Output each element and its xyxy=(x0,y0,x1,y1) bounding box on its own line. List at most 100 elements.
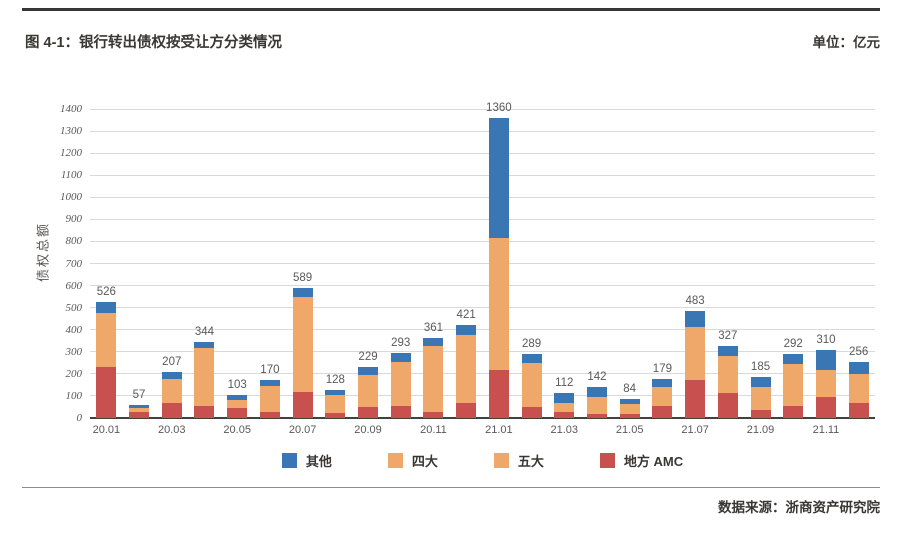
bar-segment-四大+五大(同色,合计) xyxy=(456,335,477,403)
bar-value-label: 170 xyxy=(260,364,280,377)
bar-value-label: 57 xyxy=(132,389,146,402)
legend-label: 其他 xyxy=(305,453,332,469)
bar-segment-地方AMC xyxy=(652,406,673,418)
bar-segment-其他 xyxy=(194,342,215,349)
legend-item: 其他 xyxy=(281,451,332,470)
bar-segment-地方AMC xyxy=(390,406,411,418)
bar-segment-四大+五大(同色,合计) xyxy=(619,403,640,415)
bar-segment-地方AMC xyxy=(194,406,215,418)
x-tick-label: 20.07 xyxy=(288,424,317,436)
bar-segment-其他 xyxy=(325,389,346,396)
gridline xyxy=(90,307,875,309)
bar-segment-地方AMC xyxy=(783,405,804,418)
bar-segment-地方AMC xyxy=(488,370,509,418)
y-tick-label: 1100 xyxy=(60,169,82,182)
bar-value-label: 361 xyxy=(423,322,444,335)
bar-segment-四大+五大(同色,合计) xyxy=(521,362,542,407)
bar-segment-四大+五大(同色,合计) xyxy=(292,296,313,392)
bar-segment-其他 xyxy=(227,395,248,400)
bar-segment-地方AMC xyxy=(96,366,117,418)
bar-segment-其他 xyxy=(717,345,738,357)
legend-item: 地方 AMC xyxy=(599,451,684,470)
x-axis-line xyxy=(90,417,875,419)
y-tick-label: 200 xyxy=(65,367,83,380)
bar-segment-四大+五大(同色,合计) xyxy=(783,363,804,406)
y-tick-label: 500 xyxy=(65,301,83,314)
x-tick-label: 20.03 xyxy=(158,424,186,436)
bar-value-label: 289 xyxy=(521,338,542,351)
legend-label: 地方 AMC xyxy=(623,453,684,469)
bar-segment-四大+五大(同色,合计) xyxy=(815,370,836,397)
x-tick-label: 21.03 xyxy=(550,424,579,436)
bar-segment-四大+五大(同色,合计) xyxy=(390,362,411,407)
y-tick-label: 900 xyxy=(65,213,83,226)
gridline xyxy=(90,373,875,375)
stacked-bar-chart: 债权总额 0 100 200 300 400 500 600 700 800 900 1000 110… xyxy=(36,101,875,470)
bar-segment-四大+五大(同色,合计) xyxy=(488,238,509,371)
bar-segment-四大+五大(同色,合计) xyxy=(96,312,117,367)
legend-swatch xyxy=(599,452,615,468)
bar-segment-其他 xyxy=(488,117,509,239)
bar-value-label: 483 xyxy=(685,295,705,308)
gridline xyxy=(90,329,875,331)
bar-segment-四大+五大(同色,合计) xyxy=(259,386,280,412)
bar-segment-四大+五大(同色,合计) xyxy=(848,374,869,403)
y-tick-label: 600 xyxy=(65,279,83,292)
x-tick-label: 21.05 xyxy=(615,424,644,436)
bar-segment-地方AMC xyxy=(259,411,280,418)
gridline xyxy=(90,152,875,154)
bar-value-label: 256 xyxy=(849,345,869,358)
bar-segment-其他 xyxy=(259,380,280,386)
bar-segment-其他 xyxy=(129,405,150,408)
bar-segment-四大+五大(同色,合计) xyxy=(652,387,673,407)
gridline xyxy=(90,174,875,176)
bar-segment-地方AMC xyxy=(848,402,869,418)
bar-value-label: 526 xyxy=(96,285,116,298)
bar-value-label: 327 xyxy=(718,329,738,342)
legend-swatch xyxy=(493,452,509,468)
y-tick-label: 800 xyxy=(65,235,83,248)
y-tick-label: 100 xyxy=(65,389,83,402)
figure-title: 图 4-1：银行转出债权按受让方分类情况 xyxy=(25,35,282,51)
x-tick-label: 20.01 xyxy=(92,424,121,436)
bar-segment-其他 xyxy=(456,325,477,336)
bar-segment-地方AMC xyxy=(750,410,771,418)
bar-segment-其他 xyxy=(815,349,836,371)
bar-value-label: 185 xyxy=(750,361,771,374)
bar-segment-四大+五大(同色,合计) xyxy=(194,348,215,407)
bar-segment-其他 xyxy=(554,393,575,404)
x-tick-label: 21.01 xyxy=(485,424,513,436)
bar-segment-四大+五大(同色,合计) xyxy=(685,326,706,381)
bar-segment-四大+五大(同色,合计) xyxy=(325,395,346,413)
bar-segment-四大+五大(同色,合计) xyxy=(358,374,379,407)
x-tick-label: 21.11 xyxy=(812,424,840,436)
x-tick-label: 21.07 xyxy=(681,424,709,436)
bar-segment-地方AMC xyxy=(129,412,150,418)
bar-segment-其他 xyxy=(586,386,607,398)
bar-segment-四大+五大(同色,合计) xyxy=(750,386,771,411)
chart-legend: 其他 四大 五大 地方 AMC xyxy=(90,450,875,470)
bar-segment-其他 xyxy=(685,311,706,327)
bar-segment-其他 xyxy=(750,377,771,387)
bar-segment-其他 xyxy=(161,372,182,379)
bar-value-label: 292 xyxy=(783,337,803,350)
y-tick-label: 400 xyxy=(65,323,83,336)
bar-segment-地方AMC xyxy=(358,406,379,418)
bar-segment-四大+五大(同色,合计) xyxy=(227,399,248,409)
bar-value-label: 1360 xyxy=(486,101,512,114)
bar-value-label: 84 xyxy=(623,383,637,396)
bar-segment-四大+五大(同色,合计) xyxy=(161,378,182,403)
x-tick-label: 20.11 xyxy=(420,424,447,436)
gridline xyxy=(90,130,875,132)
unit-label: 单位：亿元 xyxy=(812,35,881,50)
x-tick-label: 20.05 xyxy=(223,424,251,436)
y-tick-label: 1200 xyxy=(60,147,82,160)
bar-segment-其他 xyxy=(652,378,673,388)
bar-segment-地方AMC xyxy=(554,412,575,418)
gridline xyxy=(90,240,875,242)
bar-segment-其他 xyxy=(423,338,444,347)
bar-segment-地方AMC xyxy=(815,396,836,418)
legend-swatch xyxy=(387,452,403,468)
y-tick-label: 300 xyxy=(65,345,83,358)
legend-item: 五大 xyxy=(493,451,544,470)
